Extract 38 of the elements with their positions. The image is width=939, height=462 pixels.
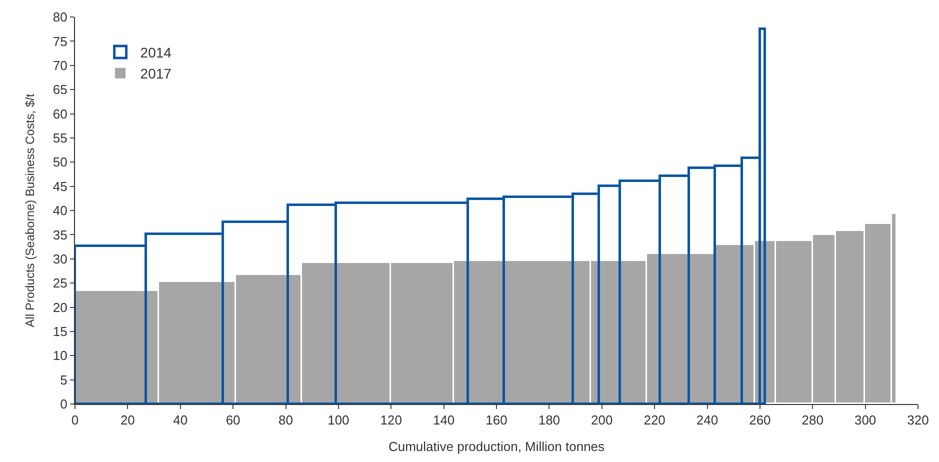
y-tick-label: 15 xyxy=(52,324,68,339)
y-tick-label: 45 xyxy=(52,178,68,194)
x-tick-label: 80 xyxy=(278,412,293,428)
x-tick-label: 0 xyxy=(71,412,79,428)
x-axis-title: Cumulative production, Million tonnes xyxy=(388,439,606,454)
y-tick-label: 25 xyxy=(52,276,68,291)
x-tick-label: 40 xyxy=(173,412,188,428)
x-tick-label: 160 xyxy=(486,412,508,428)
x-tick-label: 20 xyxy=(120,412,135,428)
x-tick-label: 120 xyxy=(380,412,402,428)
y-tick-label: 55 xyxy=(52,130,68,146)
y-tick-label: 50 xyxy=(52,154,68,170)
x-tick-label: 300 xyxy=(854,412,876,428)
x-tick-label: 220 xyxy=(644,412,666,428)
x-tick-label: 60 xyxy=(226,412,240,428)
y-tick-label: 80 xyxy=(52,10,68,25)
x-tick-label: 320 xyxy=(907,412,929,428)
x-tick-label: 180 xyxy=(538,412,560,428)
y-tick-label: 70 xyxy=(52,58,68,73)
y-tick-label: 20 xyxy=(52,300,68,315)
x-tick-label: 100 xyxy=(328,412,350,428)
y-tick-label: 40 xyxy=(52,203,68,218)
y-tick-label: 5 xyxy=(60,372,68,388)
y-tick-label: 35 xyxy=(52,227,68,242)
y-tick-label: 10 xyxy=(52,348,68,364)
x-tick-label: 240 xyxy=(696,412,718,428)
y-tick-label: 65 xyxy=(52,82,68,98)
y-tick-label: 0 xyxy=(60,396,68,412)
x-tick-label: 280 xyxy=(802,412,824,428)
legend-label: 2014 xyxy=(140,44,172,60)
y-axis-title: All Products (Seaborne) Business Costs, $/t xyxy=(23,93,38,328)
y-tick-label: 75 xyxy=(52,34,68,49)
y-tick-label: 60 xyxy=(52,106,68,122)
y-tick-label: 30 xyxy=(52,251,68,266)
x-tick-label: 200 xyxy=(591,412,613,428)
x-tick-label: 260 xyxy=(749,412,771,428)
legend-label: 2017 xyxy=(140,66,172,82)
x-tick-label: 140 xyxy=(432,412,455,428)
